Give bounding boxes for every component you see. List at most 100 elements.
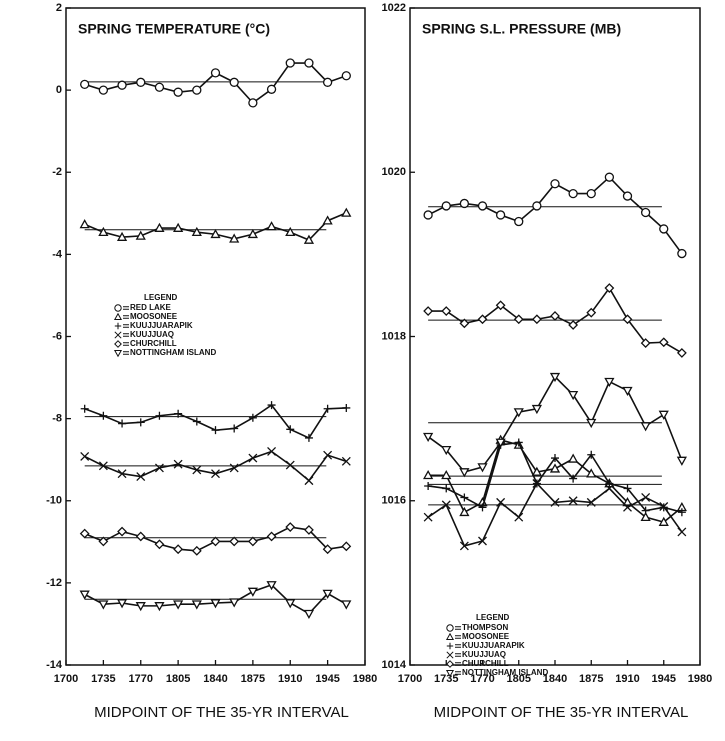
legend-title: LEGEND <box>476 613 510 622</box>
data-point <box>135 602 146 612</box>
data-point <box>513 314 524 325</box>
legend-equals <box>123 306 129 310</box>
data-point <box>117 80 127 90</box>
data-point <box>191 226 202 237</box>
data-point <box>641 506 650 515</box>
series-line <box>428 438 683 523</box>
data-point <box>154 222 165 232</box>
data-point <box>514 438 523 447</box>
x-axis-label: MIDPOINT OF THE 35-YR INTERVAL <box>94 704 349 721</box>
data-point <box>568 320 579 330</box>
legend-label: MOOSONEE <box>130 312 178 321</box>
chart-title: SPRING TEMPERATURE (°C) <box>78 21 270 37</box>
data-point <box>136 418 145 427</box>
legend-label: CHURCHILL <box>130 339 177 348</box>
data-point <box>568 496 578 506</box>
data-point <box>658 410 669 420</box>
data-point <box>658 516 669 526</box>
data-point <box>569 474 578 483</box>
data-point <box>98 85 109 95</box>
data-point <box>514 512 524 522</box>
data-point <box>550 179 560 189</box>
data-point <box>323 450 333 460</box>
data-point <box>117 469 127 479</box>
data-point <box>640 511 651 522</box>
data-point <box>285 460 295 470</box>
data-point <box>229 77 239 87</box>
data-point <box>155 411 164 420</box>
data-point <box>623 484 632 493</box>
data-point <box>441 445 452 456</box>
data-point <box>154 539 165 550</box>
data-point <box>460 493 469 502</box>
x-tick-label: 1840 <box>203 673 227 685</box>
data-point <box>586 418 597 429</box>
data-point <box>532 201 542 211</box>
data-point <box>568 453 579 463</box>
legend-equals <box>455 635 461 639</box>
y-tick-label: -8 <box>52 413 62 425</box>
data-point <box>266 221 277 231</box>
y-tick-label: -4 <box>52 248 63 260</box>
data-point <box>622 497 633 507</box>
data-point <box>442 484 451 493</box>
x-tick-label: 1735 <box>91 673 115 685</box>
data-point <box>341 207 352 217</box>
data-point <box>459 468 470 478</box>
data-point <box>532 479 542 488</box>
data-point <box>99 411 108 420</box>
legend-equals <box>455 653 461 657</box>
x-axis-label: MIDPOINT OF THE 35-YR INTERVAL <box>434 704 689 721</box>
data-point <box>604 283 615 293</box>
data-point <box>477 201 488 211</box>
data-point <box>247 587 258 597</box>
x-tick-label: 1875 <box>241 673 265 685</box>
y-tick-label: 1020 <box>382 166 406 178</box>
x-tick-label: 1805 <box>507 673 531 685</box>
legend-marker <box>114 340 122 348</box>
data-point <box>116 599 128 609</box>
data-point <box>98 461 108 471</box>
data-point <box>496 497 506 507</box>
data-point <box>587 450 596 459</box>
data-point <box>174 409 183 418</box>
x-tick-label: 1735 <box>434 673 458 685</box>
data-point <box>211 426 220 435</box>
data-point <box>586 497 596 507</box>
data-point <box>285 599 296 609</box>
data-point <box>531 314 542 325</box>
data-point <box>677 248 687 259</box>
data-point <box>80 79 90 90</box>
data-point <box>477 463 488 473</box>
x-tick-label: 1875 <box>579 673 603 685</box>
x-tick-label: 1770 <box>470 673 494 685</box>
legend-marker <box>113 349 123 358</box>
data-point <box>229 463 239 473</box>
plot-frame <box>65 7 366 666</box>
legend-marker <box>446 624 454 632</box>
data-point <box>173 87 183 97</box>
data-point <box>550 311 560 321</box>
data-point <box>604 172 615 182</box>
legend-equals <box>123 333 129 337</box>
data-point <box>79 528 90 539</box>
data-point <box>192 465 202 475</box>
legend-equals <box>123 342 129 346</box>
legend-label: KUUJJUARAPIK <box>130 321 193 330</box>
data-point <box>266 531 277 542</box>
data-point <box>677 508 686 517</box>
data-point <box>98 600 109 610</box>
data-point <box>135 230 146 240</box>
data-point <box>136 77 146 87</box>
legend-label: NOTTINGHAM ISLAND <box>130 348 216 357</box>
legend-label: CHURCHILL <box>462 659 509 668</box>
data-point <box>441 469 452 480</box>
legend-marker <box>445 632 455 641</box>
data-point <box>478 536 487 546</box>
data-point <box>459 318 470 329</box>
data-point <box>303 234 315 244</box>
data-point <box>622 386 633 397</box>
data-point <box>136 472 146 481</box>
legend-equals <box>123 351 129 355</box>
